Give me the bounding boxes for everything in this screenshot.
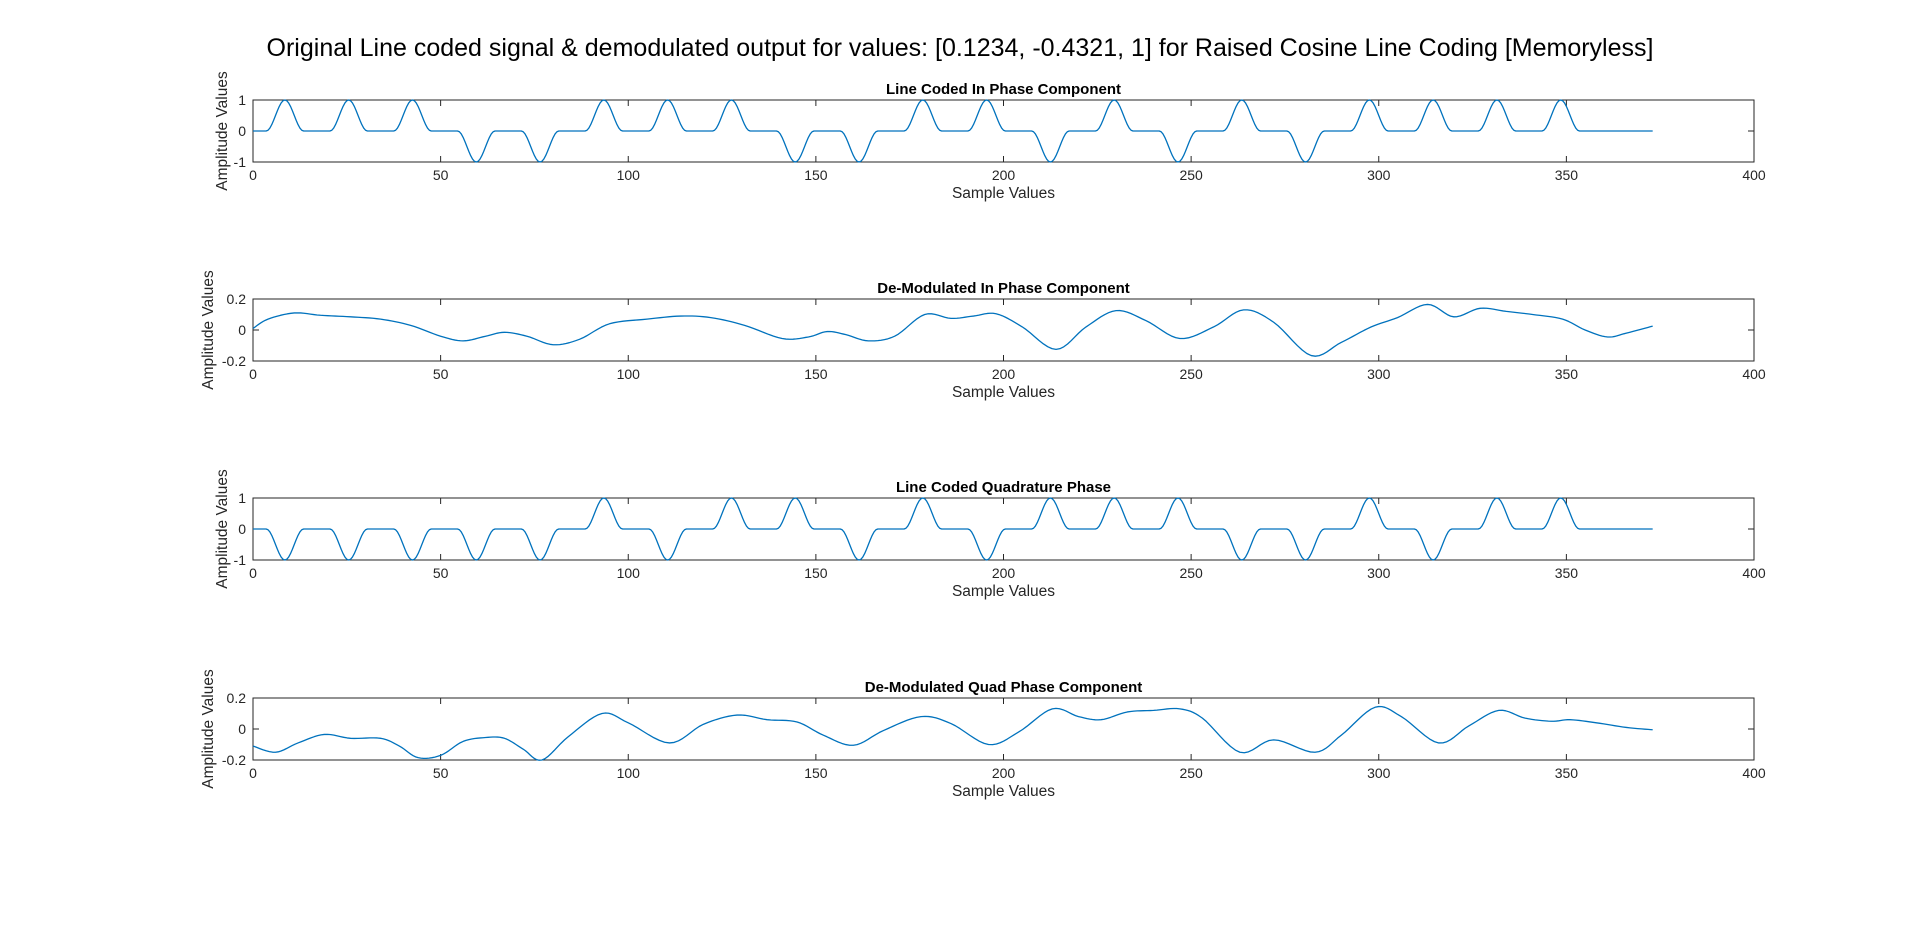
- chart3-xtick-label: 350: [1555, 565, 1579, 581]
- chart3-ytick-label: 0: [238, 521, 246, 537]
- chart2-xtick-label: 100: [617, 366, 641, 382]
- chart2-series-line: [252, 303, 1653, 357]
- chart1-xtick-label: 400: [1742, 167, 1766, 183]
- chart3-ylabel: Amplitude Values: [214, 469, 231, 589]
- chart2-xtick-label: 350: [1555, 366, 1579, 382]
- chart4-xtick-label: 300: [1367, 765, 1391, 781]
- chart1-xtick-label: 250: [1179, 167, 1203, 183]
- chart3-xtick-label: 0: [249, 565, 257, 581]
- chart1-xlabel: Sample Values: [952, 185, 1055, 202]
- chart4-xlabel: Sample Values: [952, 783, 1055, 800]
- chart1-series-line: [253, 99, 1653, 163]
- figure-title: Original Line coded signal & demodulated…: [267, 34, 1654, 62]
- chart1-xtick-label: 300: [1367, 167, 1391, 183]
- chart2-ylabel: Amplitude Values: [200, 270, 217, 390]
- chart2-xtick-label: 0: [249, 366, 257, 382]
- chart2-xtick-label: 50: [433, 366, 449, 382]
- chart3-title: Line Coded Quadrature Phase: [896, 479, 1111, 496]
- chart3-xtick-label: 250: [1179, 565, 1203, 581]
- chart3-xtick-label: 100: [617, 565, 641, 581]
- subplot-inphase-demod: De-Modulated In Phase Component 0 50 100 150…: [200, 270, 1766, 401]
- chart1-xtick-label: 50: [433, 167, 449, 183]
- chart2-xtick-label: 300: [1367, 366, 1391, 382]
- chart4-title: De-Modulated Quad Phase Component: [865, 679, 1143, 696]
- chart1-xtick-label: 150: [804, 167, 828, 183]
- chart1-xtick-label: 350: [1555, 167, 1579, 183]
- chart2-plot-area: [252, 298, 1755, 362]
- chart2-ytick-label: -0.2: [222, 353, 246, 369]
- chart4-xtick-label: 150: [804, 765, 828, 781]
- chart4-series-line: [252, 705, 1653, 761]
- chart1-title: Line Coded In Phase Component: [886, 81, 1121, 98]
- chart4-xtick-label: 0: [249, 765, 257, 781]
- chart2-xtick-label: 150: [804, 366, 828, 382]
- chart4-ylabel: Amplitude Values: [200, 669, 217, 789]
- chart4-ytick-label: 0.2: [227, 690, 247, 706]
- chart1-ytick-label: 0: [238, 123, 246, 139]
- subplot-quad-coded: Line Coded Quadrature Phase 0 50 100 150 200 2…: [214, 469, 1766, 600]
- chart2-title: De-Modulated In Phase Component: [877, 280, 1130, 297]
- chart3-xlabel: Sample Values: [952, 583, 1055, 600]
- chart3-xtick-label: 400: [1742, 565, 1766, 581]
- chart3-xtick-label: 150: [804, 565, 828, 581]
- chart4-xtick-label: 200: [992, 765, 1016, 781]
- chart4-ytick-label: 0: [238, 721, 246, 737]
- chart3-ytick-label: 1: [238, 490, 246, 506]
- chart3-xtick-label: 300: [1367, 565, 1391, 581]
- chart2-ytick-label: 0.2: [227, 291, 247, 307]
- chart2-xtick-label: 200: [992, 366, 1016, 382]
- chart1-xtick-label: 200: [992, 167, 1016, 183]
- chart2-ytick-label: 0: [238, 322, 246, 338]
- chart3-series-line: [253, 497, 1653, 561]
- chart2-xlabel: Sample Values: [952, 384, 1055, 401]
- chart4-ytick-label: -0.2: [222, 752, 246, 768]
- chart3-ytick-label: -1: [234, 552, 247, 568]
- chart1-xtick-label: 100: [617, 167, 641, 183]
- chart2-xtick-label: 250: [1179, 366, 1203, 382]
- subplot-quad-demod: De-Modulated Quad Phase Component 0 50 100 1…: [200, 669, 1766, 800]
- chart4-xtick-label: 350: [1555, 765, 1579, 781]
- subplot-inphase-coded: Line Coded In Phase Component 0 50 100 150 20…: [214, 71, 1766, 202]
- chart4-plot-area: [252, 697, 1755, 761]
- chart3-xtick-label: 200: [992, 565, 1016, 581]
- chart4-xtick-label: 100: [617, 765, 641, 781]
- chart1-ytick-label: -1: [234, 154, 247, 170]
- chart3-xtick-label: 50: [433, 565, 449, 581]
- chart1-ytick-label: 1: [238, 92, 246, 108]
- chart2-xtick-label: 400: [1742, 366, 1766, 382]
- chart1-ylabel: Amplitude Values: [214, 71, 231, 191]
- chart1-xtick-label: 0: [249, 167, 257, 183]
- chart4-xtick-label: 400: [1742, 765, 1766, 781]
- chart4-xtick-label: 250: [1179, 765, 1203, 781]
- chart4-xtick-label: 50: [433, 765, 449, 781]
